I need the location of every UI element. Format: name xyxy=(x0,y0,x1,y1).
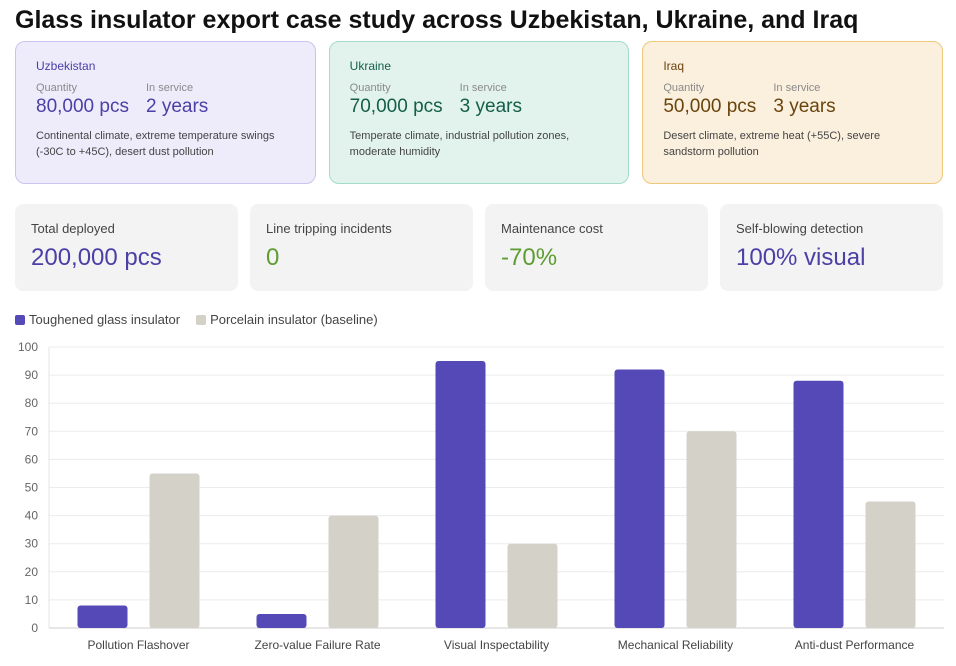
bar xyxy=(793,380,844,628)
quantity-label: Quantity xyxy=(663,82,705,94)
site-name: Uzbekistan xyxy=(36,59,96,73)
bar xyxy=(435,361,486,628)
bar xyxy=(686,431,737,628)
metric-cards: Total deployed 200,000 pcs Line tripping… xyxy=(15,204,943,291)
legend-label: Toughened glass insulator xyxy=(29,312,181,327)
x-tick-label: Pollution Flashover xyxy=(87,638,189,652)
service-value: 3 years xyxy=(459,96,522,117)
metric-total-deployed: Total deployed 200,000 pcs xyxy=(15,204,238,291)
metric-label: Line tripping incidents xyxy=(266,221,392,236)
y-tick-label: 100 xyxy=(18,340,38,354)
y-tick-label: 70 xyxy=(25,424,39,438)
service-value: 3 years xyxy=(773,96,836,117)
y-tick-label: 0 xyxy=(31,621,38,635)
metric-value: 0 xyxy=(266,244,280,271)
service-label: In service xyxy=(459,82,507,94)
service-label: In service xyxy=(146,82,194,94)
x-tick-label: Visual Inspectability xyxy=(444,638,549,652)
y-tick-label: 50 xyxy=(25,481,39,495)
metric-value: -70% xyxy=(501,244,558,271)
legend-item-porcelain[interactable]: Porcelain insulator (baseline) xyxy=(196,312,378,327)
site-description: Desert climate, extreme heat (+55C), sev… xyxy=(663,130,881,158)
metric-value: 100% visual xyxy=(736,244,866,271)
metric-label: Maintenance cost xyxy=(501,221,603,236)
site-card-uzbekistan: Uzbekistan Quantity 80,000 pcs In servic… xyxy=(15,41,316,184)
bar xyxy=(328,515,379,628)
y-tick-label: 20 xyxy=(25,565,39,579)
bar xyxy=(865,501,916,628)
metric-self-blowing-detection: Self-blowing detection 100% visual xyxy=(720,204,943,291)
x-tick-label: Mechanical Reliability xyxy=(618,638,733,652)
x-tick-label: Zero-value Failure Rate xyxy=(254,638,380,652)
y-tick-label: 80 xyxy=(25,396,39,410)
bar xyxy=(507,543,558,628)
bar xyxy=(614,369,665,628)
site-card-ukraine: Ukraine Quantity 70,000 pcs In service 3… xyxy=(328,41,630,184)
metric-label: Self-blowing detection xyxy=(736,221,864,236)
y-tick-label: 90 xyxy=(25,368,39,382)
quantity-label: Quantity xyxy=(36,82,77,94)
legend-swatch xyxy=(15,314,25,325)
bar xyxy=(149,473,200,628)
site-cards: Uzbekistan Quantity 80,000 pcs In servic… xyxy=(15,41,944,184)
legend-item-glass[interactable]: Toughened glass insulator xyxy=(15,312,180,327)
metric-value: 200,000 pcs xyxy=(31,244,162,271)
site-description: Continental climate, extreme temperature… xyxy=(36,130,275,158)
legend-label: Porcelain insulator (baseline) xyxy=(210,312,378,327)
quantity-label: Quantity xyxy=(349,82,391,94)
metric-label: Total deployed xyxy=(31,221,115,236)
y-tick-label: 60 xyxy=(25,452,39,466)
y-tick-label: 10 xyxy=(25,593,39,607)
bar-chart: 0 10 20 30 40 50 60 70 80 90 100 Pollution Flashove… xyxy=(18,340,944,652)
legend-swatch xyxy=(196,314,207,325)
x-tick-label: Anti-dust Performance xyxy=(795,638,915,652)
y-tick-label: 30 xyxy=(25,537,39,551)
quantity-value: 80,000 pcs xyxy=(36,96,129,117)
site-description: Temperate climate, industrial pollution … xyxy=(349,130,570,158)
chart-legend: Toughened glass insulator Porcelain insu… xyxy=(15,312,394,327)
bar xyxy=(77,605,128,628)
site-card-iraq: Iraq Quantity 50,000 pcs In service 3 ye… xyxy=(642,41,944,184)
quantity-value: 50,000 pcs xyxy=(663,96,757,117)
page-title: Glass insulator export case study across… xyxy=(15,6,859,34)
service-label: In service xyxy=(773,82,821,94)
quantity-value: 70,000 pcs xyxy=(349,96,443,117)
site-name: Ukraine xyxy=(349,59,392,73)
service-value: 2 years xyxy=(146,96,209,117)
metric-line-tripping: Line tripping incidents 0 xyxy=(250,204,473,291)
bar xyxy=(256,613,307,628)
metric-maintenance-cost: Maintenance cost -70% xyxy=(485,204,708,291)
site-name: Iraq xyxy=(663,59,685,73)
y-tick-label: 40 xyxy=(25,509,39,523)
